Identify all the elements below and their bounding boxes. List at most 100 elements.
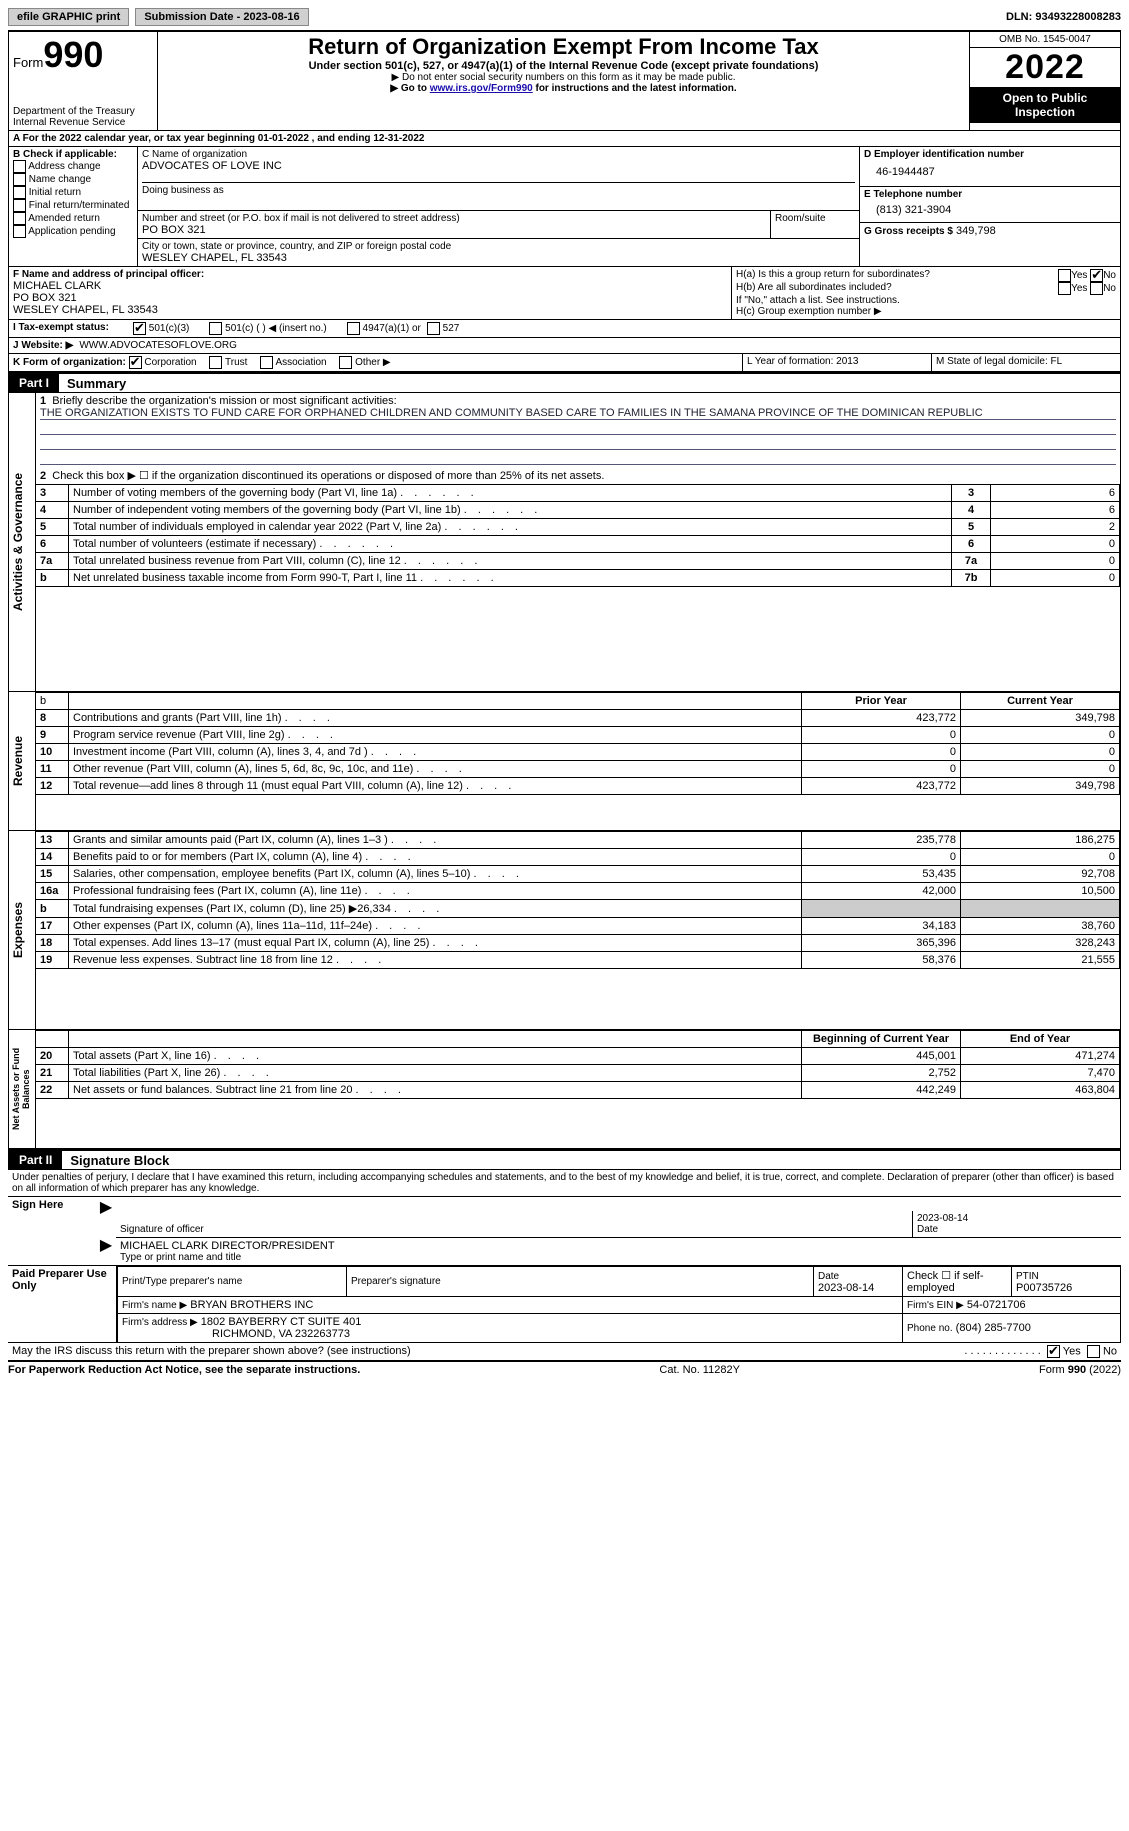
i-527[interactable]: 527 [443, 323, 460, 334]
dba-label: Doing business as [142, 182, 855, 196]
sign-date: 2023-08-14 [917, 1213, 1117, 1224]
officer-name: MICHAEL CLARK [13, 280, 727, 292]
discuss-no[interactable]: No [1103, 1345, 1117, 1357]
revenue-section: Revenue b Prior Year Current Year 8 Cont… [8, 692, 1121, 831]
expenses-section: Expenses 13 Grants and similar amounts p… [8, 831, 1121, 1030]
cb-final-return[interactable]: Final return/terminated [29, 200, 130, 211]
summary-row: b Net unrelated business taxable income … [36, 570, 1120, 587]
sign-here-label: Sign Here [8, 1197, 96, 1265]
block-deg: D Employer identification number 46-1944… [859, 147, 1120, 266]
k-trust[interactable]: Trust [225, 357, 247, 368]
block-h: H(a) Is this a group return for subordin… [732, 267, 1120, 319]
cb-amended[interactable]: Amended return [28, 213, 100, 224]
mission-text: THE ORGANIZATION EXISTS TO FUND CARE FOR… [40, 407, 1116, 420]
footer-left: For Paperwork Reduction Act Notice, see … [8, 1364, 360, 1376]
firm-addr2: RICHMOND, VA 232263773 [212, 1328, 350, 1340]
summary-row: 6 Total number of volunteers (estimate i… [36, 536, 1120, 553]
i-501c[interactable]: 501(c) ( ) ◀ (insert no.) [225, 323, 327, 334]
summary-top-table: 3 Number of voting members of the govern… [36, 484, 1120, 587]
hb-no[interactable]: No [1103, 283, 1116, 294]
ha-no[interactable]: No [1103, 270, 1116, 281]
firm-name-label: Firm's name ▶ [122, 1300, 187, 1311]
summary-row: 9 Program service revenue (Part VIII, li… [36, 727, 1120, 744]
open-to-public: Open to PublicInspection [970, 87, 1120, 123]
ein-value: 46-1944487 [864, 160, 1116, 184]
col-prior: Prior Year [802, 693, 961, 710]
submission-date: Submission Date - 2023-08-16 [135, 8, 308, 26]
sign-here-block: Sign Here ▶▶ Signature of officer 2023-0… [8, 1197, 1121, 1266]
omb-number: OMB No. 1545-0047 [970, 32, 1120, 48]
k-assoc[interactable]: Association [275, 357, 326, 368]
discuss-question: May the IRS discuss this return with the… [12, 1345, 964, 1358]
block-i: I Tax-exempt status: 501(c)(3) 501(c) ( … [8, 320, 1121, 338]
ha-yes[interactable]: Yes [1071, 270, 1087, 281]
form-word: Form [13, 55, 43, 70]
top-toolbar: efile GRAPHIC print Submission Date - 20… [8, 8, 1121, 26]
officer-label: F Name and address of principal officer: [13, 269, 727, 280]
q1: Briefly describe the organization's miss… [52, 395, 396, 407]
sign-date-label: Date [917, 1224, 1117, 1235]
block-b-label: B Check if applicable: [13, 149, 133, 160]
summary-row: 10 Investment income (Part VIII, column … [36, 744, 1120, 761]
discuss-yes[interactable]: Yes [1063, 1345, 1081, 1357]
cb-address-change[interactable]: Address change [28, 161, 100, 172]
org-name: ADVOCATES OF LOVE INC [142, 160, 855, 172]
dln: DLN: 93493228008283 [1006, 11, 1121, 23]
summary-row: 14 Benefits paid to or for members (Part… [36, 849, 1120, 866]
prep-sig-label: Preparer's signature [351, 1276, 809, 1287]
k-other[interactable]: Other ▶ [355, 357, 390, 368]
prep-date: 2023-08-14 [818, 1282, 874, 1294]
summary-row: 5 Total number of individuals employed i… [36, 519, 1120, 536]
website-label: J Website: ▶ [13, 340, 73, 351]
sig-of-officer-label: Signature of officer [116, 1222, 912, 1237]
block-k: K Form of organization: Corporation Trus… [9, 354, 743, 371]
part2-header: Part II Signature Block [8, 1149, 1121, 1170]
form-subtitle: Under section 501(c), 527, or 4947(a)(1)… [164, 60, 963, 72]
dept-label: Department of the Treasury [13, 106, 153, 117]
paid-preparer-label: Paid Preparer Use Only [8, 1266, 116, 1342]
ptin-label: PTIN [1016, 1271, 1039, 1282]
irs-link[interactable]: www.irs.gov/Form990 [430, 83, 533, 94]
form-header: Form990 Department of the Treasury Inter… [8, 30, 1121, 131]
self-employed-label[interactable]: Check ☐ if self-employed [903, 1267, 1012, 1297]
summary-row: 15 Salaries, other compensation, employe… [36, 866, 1120, 883]
i-501c3[interactable]: 501(c)(3) [149, 323, 190, 334]
firm-addr1: 1802 BAYBERRY CT SUITE 401 [201, 1316, 362, 1328]
summary-row: 8 Contributions and grants (Part VIII, l… [36, 710, 1120, 727]
q2: Check this box ▶ ☐ if the organization d… [52, 470, 604, 482]
block-f: F Name and address of principal officer:… [9, 267, 732, 319]
discuss-row: May the IRS discuss this return with the… [8, 1343, 1121, 1360]
tax-year: 2022 [970, 48, 1120, 87]
firm-phone-label: Phone no. [907, 1323, 953, 1334]
cb-initial-return[interactable]: Initial return [29, 187, 81, 198]
hb-yes[interactable]: Yes [1071, 283, 1087, 294]
summary-row: 18 Total expenses. Add lines 13–17 (must… [36, 935, 1120, 952]
addr-label: Number and street (or P.O. box if mail i… [142, 213, 766, 224]
block-m: M State of legal domicile: FL [932, 354, 1120, 371]
ptin-value: P00735726 [1016, 1282, 1072, 1294]
firm-ein-label: Firm's EIN ▶ [907, 1300, 964, 1311]
i-4947[interactable]: 4947(a)(1) or [363, 323, 421, 334]
arrow-icon: ▶▶ [96, 1197, 116, 1265]
ssn-note: ▶ Do not enter social security numbers o… [164, 72, 963, 83]
penalties-text: Under penalties of perjury, I declare th… [8, 1170, 1121, 1197]
summary-row: 4 Number of independent voting members o… [36, 502, 1120, 519]
goto-note: ▶ Go to www.irs.gov/Form990 for instruct… [164, 83, 963, 94]
part1-title: Summary [59, 376, 126, 391]
type-name-label: Type or print name and title [120, 1252, 1117, 1263]
city-label: City or town, state or province, country… [142, 241, 855, 252]
side-netassets: Net Assets or Fund Balances [9, 1030, 33, 1148]
cb-app-pending[interactable]: Application pending [28, 226, 115, 237]
officer-signed-name: MICHAEL CLARK DIRECTOR/PRESIDENT [120, 1240, 1117, 1252]
k-corp[interactable]: Corporation [144, 357, 196, 368]
org-name-label: C Name of organization [142, 149, 855, 160]
revenue-table: b Prior Year Current Year 8 Contribution… [36, 692, 1120, 795]
officer-addr2: WESLEY CHAPEL, FL 33543 [13, 304, 727, 316]
part2-title: Signature Block [62, 1153, 169, 1168]
summary-row: 21 Total liabilities (Part X, line 26) .… [36, 1065, 1120, 1082]
side-activities: Activities & Governance [9, 393, 36, 691]
ha-label: H(a) Is this a group return for subordin… [736, 269, 1058, 282]
side-expenses: Expenses [9, 831, 27, 1029]
hc-label: H(c) Group exemption number ▶ [736, 306, 1116, 317]
cb-name-change[interactable]: Name change [29, 174, 91, 185]
